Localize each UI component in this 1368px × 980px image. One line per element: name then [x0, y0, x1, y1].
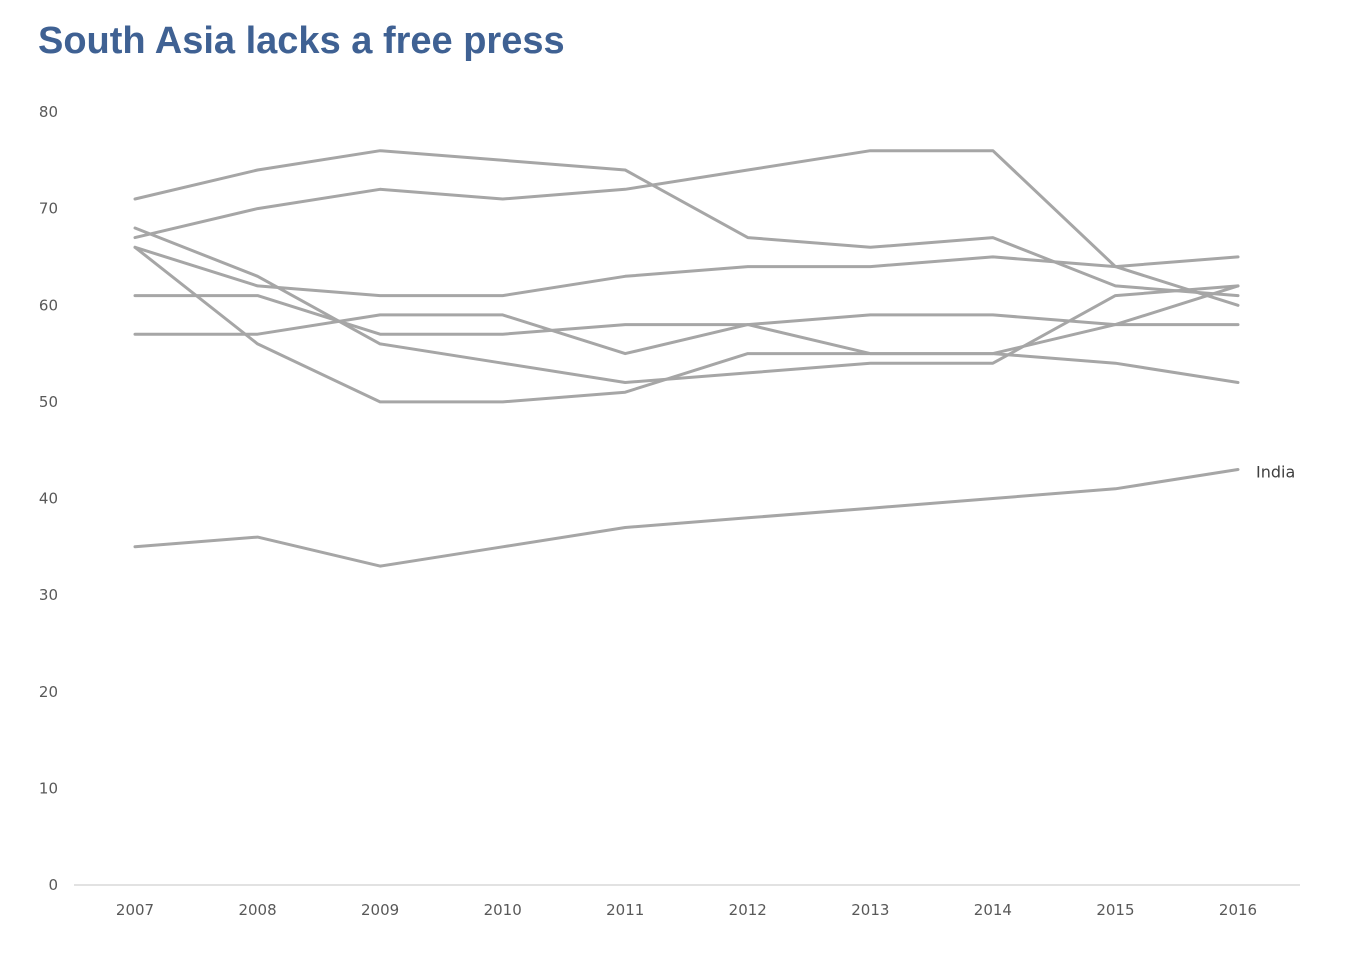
series-line	[133, 468, 1240, 568]
y-tick-label: 80	[39, 103, 58, 121]
x-tick-label: 2007	[116, 901, 154, 919]
series-label: India	[1256, 463, 1295, 482]
series-line	[133, 245, 1240, 404]
x-tick-label: 2008	[238, 901, 276, 919]
series-line	[133, 226, 1240, 384]
x-tick-label: 2012	[729, 901, 767, 919]
y-axis-ticks: 0 10 20 30 40 50 60 70 80	[39, 103, 58, 894]
y-tick-label: 60	[39, 296, 58, 314]
y-tick-label: 50	[39, 393, 58, 411]
y-tick-label: 10	[39, 779, 58, 797]
series-lines	[133, 149, 1240, 568]
series-line	[133, 245, 1240, 298]
series-line	[133, 149, 1240, 298]
x-tick-label: 2013	[851, 901, 889, 919]
y-tick-label: 70	[39, 200, 58, 218]
x-tick-label: 2014	[974, 901, 1012, 919]
x-tick-label: 2015	[1096, 901, 1134, 919]
x-axis-ticks: 2007 2008 2009 2010 2011 2012 2013 2014 2015 2016	[116, 901, 1257, 919]
y-tick-label: 0	[48, 876, 58, 894]
x-tick-label: 2011	[606, 901, 644, 919]
series-line	[133, 294, 1240, 336]
y-tick-label: 20	[39, 683, 58, 701]
x-tick-label: 2016	[1219, 901, 1257, 919]
x-tick-label: 2009	[361, 901, 399, 919]
chart-title: South Asia lacks a free press	[38, 20, 565, 62]
series-line	[133, 313, 1240, 384]
series-line	[133, 149, 1240, 307]
y-tick-label: 40	[39, 490, 58, 508]
x-tick-label: 2010	[484, 901, 522, 919]
y-tick-label: 30	[39, 586, 58, 604]
series-labels: India	[1256, 463, 1295, 482]
